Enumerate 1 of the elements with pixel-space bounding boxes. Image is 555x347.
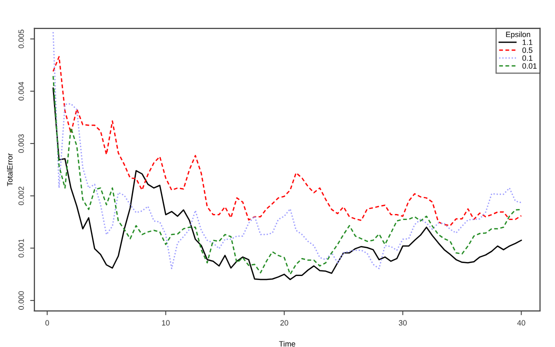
line-series xyxy=(52,56,522,226)
